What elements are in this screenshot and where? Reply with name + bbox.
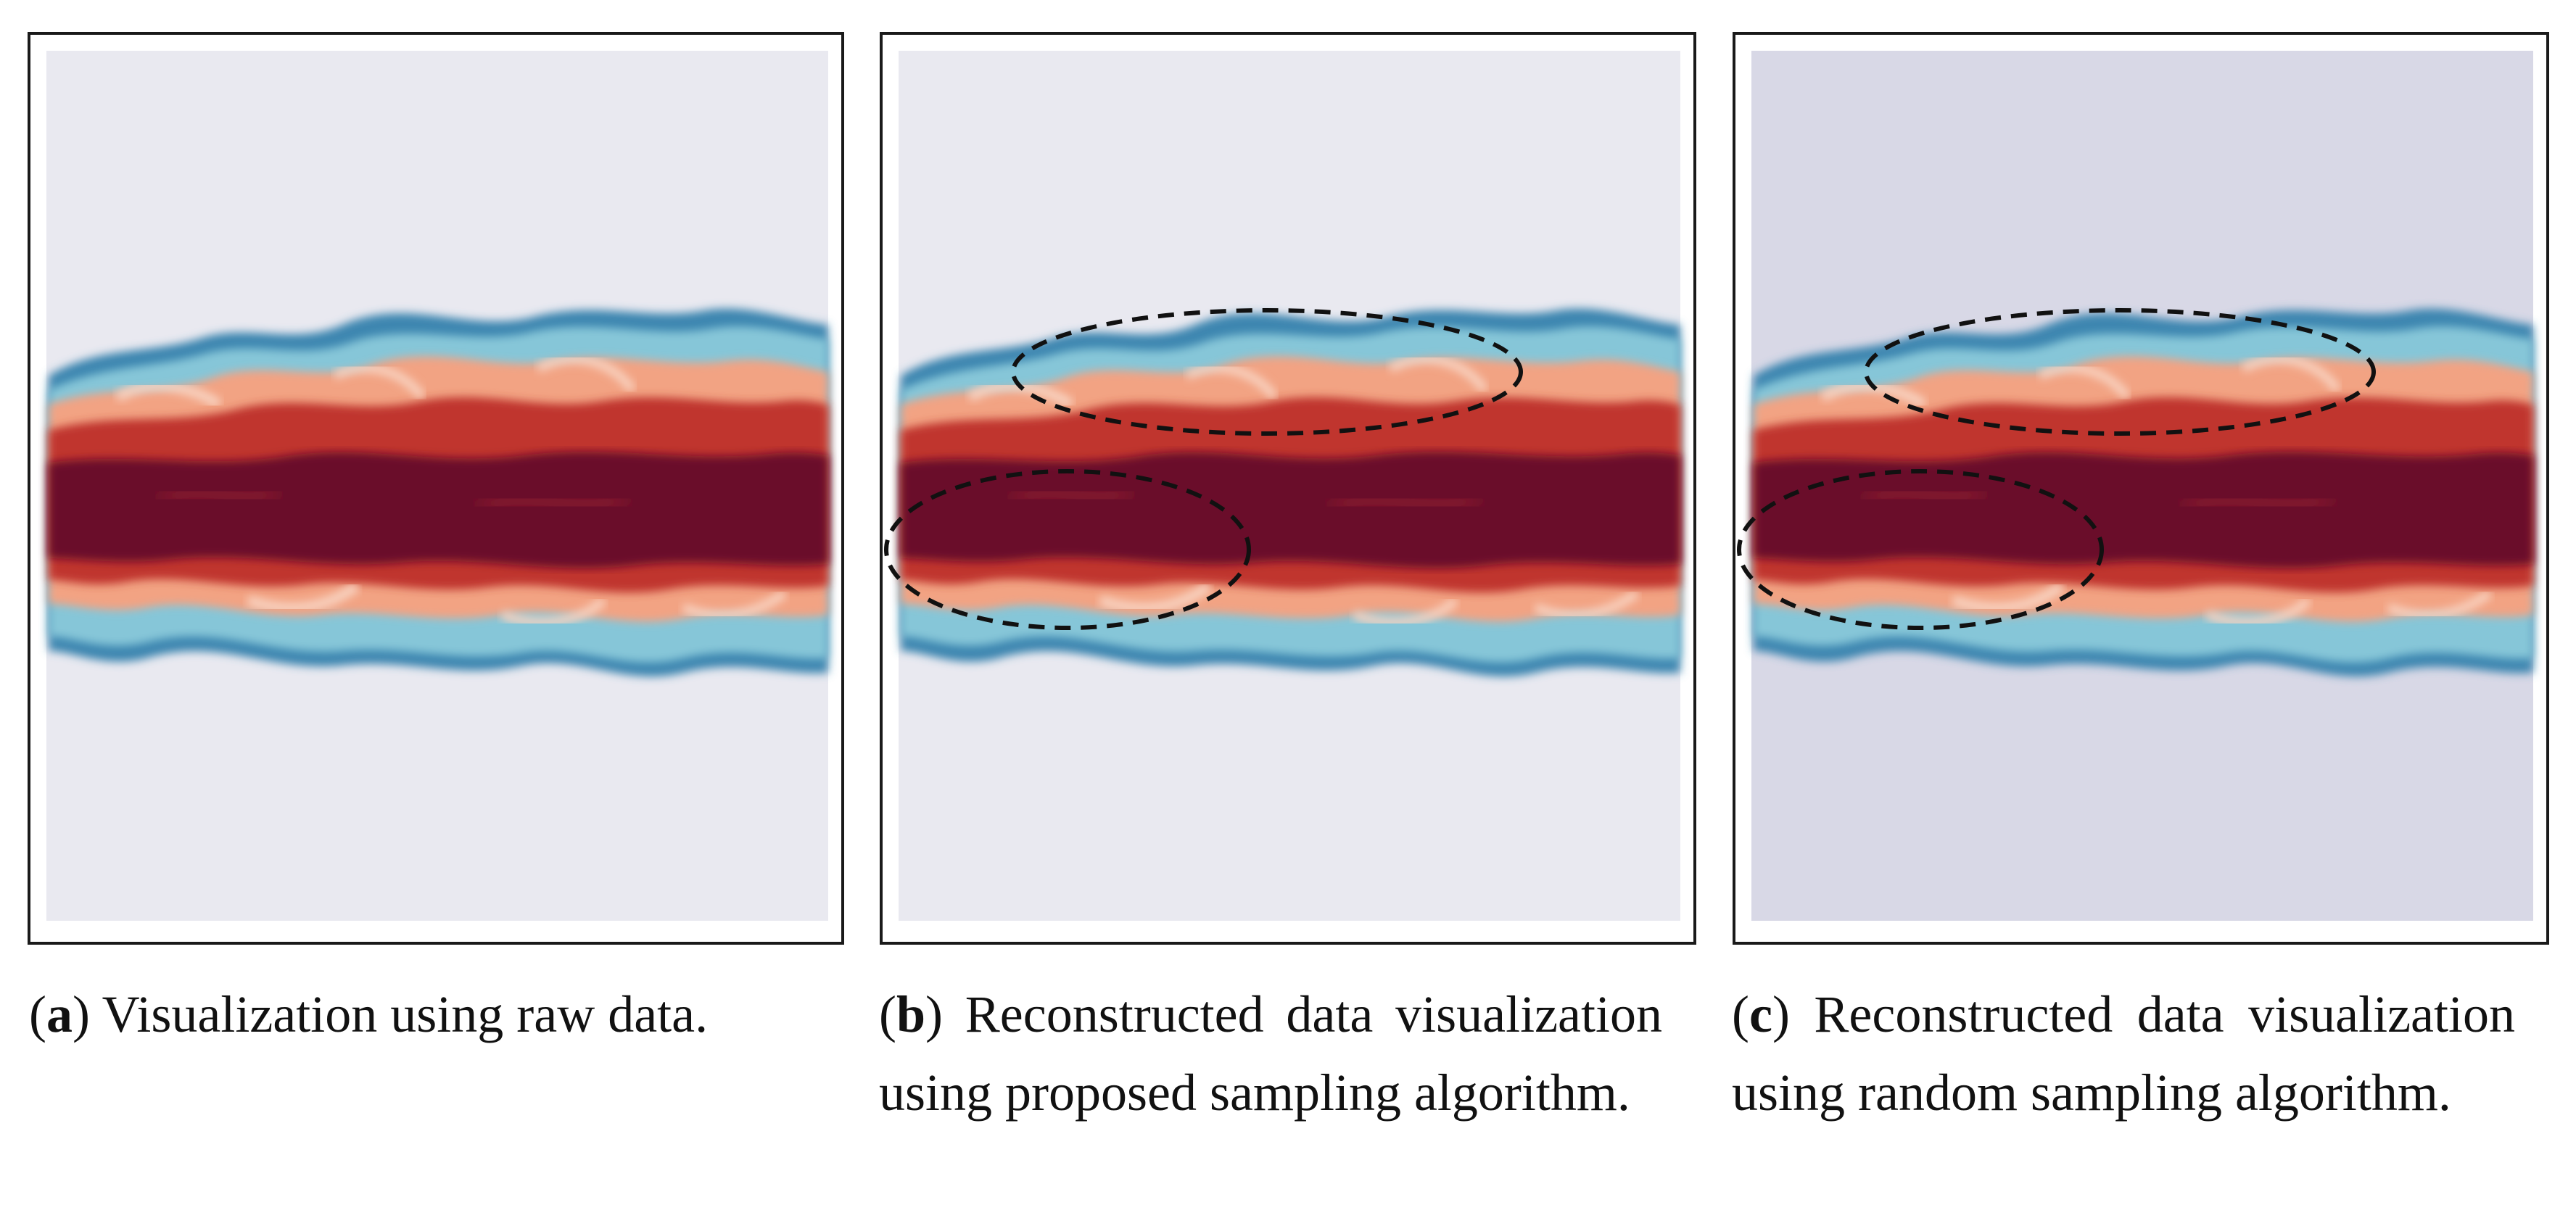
proposed-reconstruction-image [883, 35, 1693, 942]
caption-c-label: c [1749, 985, 1772, 1043]
panel-c-random-sampling [1733, 32, 2549, 945]
caption-c-text: Reconstructed data visualization using r… [1732, 985, 2515, 1122]
caption-b: (b) Reconstructed data visualization usi… [879, 985, 1662, 1122]
annotation-ellipse-upper [1864, 308, 2376, 436]
caption-a-label: a [46, 985, 73, 1043]
caption-a: (a) Visualization using raw data. [29, 985, 709, 1043]
random-reconstruction-image [1735, 35, 2546, 942]
caption-b-label: b [896, 985, 926, 1043]
caption-c: (c) Reconstructed data visualization usi… [1732, 985, 2515, 1122]
annotation-ellipse-lower [1737, 469, 2104, 630]
caption-b-text: Reconstructed data visualization using p… [879, 985, 1662, 1122]
raw-data-image [30, 35, 841, 942]
annotation-ellipse-upper [1011, 308, 1523, 436]
caption-a-text: Visualization using raw data. [102, 985, 709, 1043]
annotation-ellipse-lower [884, 469, 1251, 630]
panel-b-proposed-sampling [880, 32, 1696, 945]
panel-a-raw-visualization [28, 32, 844, 945]
